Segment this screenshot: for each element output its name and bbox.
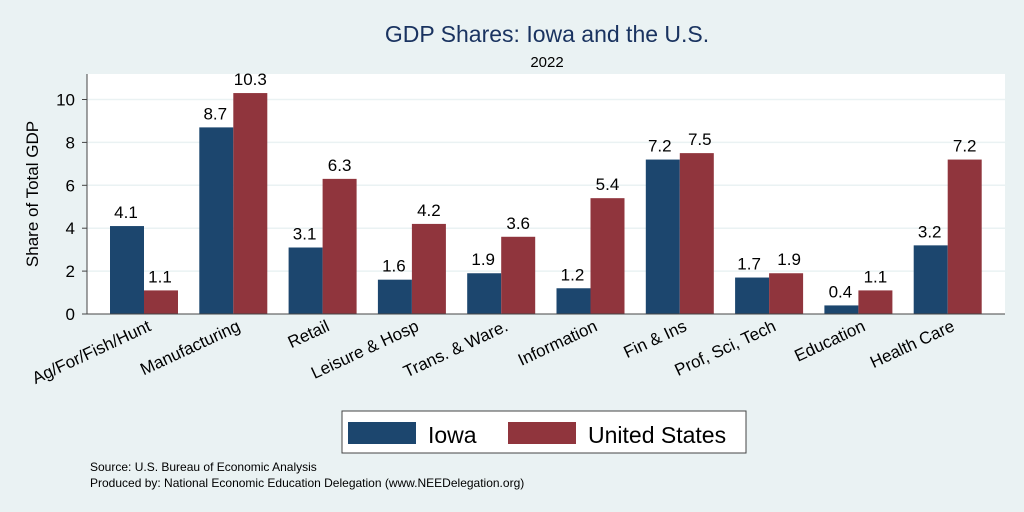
data-label: 4.2 [417, 201, 441, 220]
value-labels: 4.1 1.1 8.7 10.3 3.1 6.3 1.6 4.2 1.9 3.6 1.2 5.4 7.2… [114, 70, 976, 301]
data-label: 1.1 [864, 267, 888, 286]
legend-label-united-states: United States [588, 422, 726, 448]
bar-iowa [556, 288, 591, 314]
data-label: 1.6 [382, 257, 406, 276]
data-label: 3.1 [293, 225, 317, 244]
x-tick-label: Manufacturing [137, 316, 243, 379]
data-label: 3.2 [918, 222, 942, 241]
bar-united-states [144, 290, 178, 314]
bar-iowa [110, 226, 144, 314]
x-tick-label: Ag/For/Fish/Hunt [29, 316, 154, 388]
data-label: 0.4 [829, 282, 853, 301]
bar-iowa [377, 279, 412, 314]
bar-united-states [769, 273, 804, 314]
bar-united-states [947, 159, 982, 314]
data-label: 10.3 [234, 70, 267, 89]
x-tick-label: Fin & Ins [621, 316, 690, 362]
bar-iowa [467, 273, 502, 314]
y-tick-label: 6 [66, 176, 75, 195]
y-tick-label: 8 [66, 133, 75, 152]
bar-iowa [645, 159, 680, 314]
source-note: Source: U.S. Bureau of Economic Analysis [90, 460, 317, 474]
chart-title: GDP Shares: Iowa and the U.S. [385, 21, 709, 47]
bar-united-states [590, 198, 625, 314]
y-axis-label: Share of Total GDP [23, 121, 42, 267]
x-tick-label: Information [515, 316, 600, 369]
y-tick-label: 2 [66, 262, 75, 281]
bar-united-states [411, 223, 446, 314]
produced-by-note: Produced by: National Economic Education… [90, 476, 525, 490]
legend: Iowa United States [341, 410, 747, 454]
legend-swatch-iowa [348, 422, 416, 444]
x-tick-label: Education [792, 316, 869, 365]
bar-iowa [199, 127, 234, 314]
data-label: 5.4 [596, 175, 620, 194]
data-label: 7.5 [688, 130, 712, 149]
legend-swatch-united-states [508, 422, 576, 444]
data-label: 7.2 [648, 137, 672, 156]
y-ticks: 0 2 4 6 8 10 [56, 91, 87, 324]
data-label: 1.7 [737, 255, 761, 274]
x-tick-label: Health Care [867, 316, 957, 372]
data-label: 7.2 [953, 137, 977, 156]
bar-united-states [233, 93, 268, 314]
bar-united-states [858, 290, 893, 314]
data-label: 3.6 [506, 214, 530, 233]
data-label: 6.3 [328, 156, 352, 175]
bars [110, 93, 982, 314]
y-tick-label: 4 [66, 219, 75, 238]
bar-iowa [824, 305, 859, 314]
bar-united-states [501, 236, 536, 314]
legend-label-iowa: Iowa [428, 422, 477, 448]
data-label: 8.7 [203, 104, 227, 123]
data-label: 1.2 [561, 265, 585, 284]
bar-united-states [322, 178, 357, 314]
bar-iowa [913, 245, 948, 314]
bar-iowa [288, 247, 323, 314]
bar-iowa [735, 277, 770, 314]
chart-subtitle: 2022 [530, 54, 563, 71]
data-label: 1.1 [148, 267, 172, 286]
bar-united-states [679, 153, 714, 314]
y-tick-label: 0 [66, 305, 75, 324]
x-tick-label: Retail [285, 316, 332, 352]
data-label: 4.1 [114, 203, 138, 222]
x-tick-label: Prof, Sci, Tech [672, 316, 779, 379]
data-label: 1.9 [777, 250, 801, 269]
data-label: 1.9 [471, 250, 495, 269]
y-tick-label: 10 [56, 91, 75, 110]
